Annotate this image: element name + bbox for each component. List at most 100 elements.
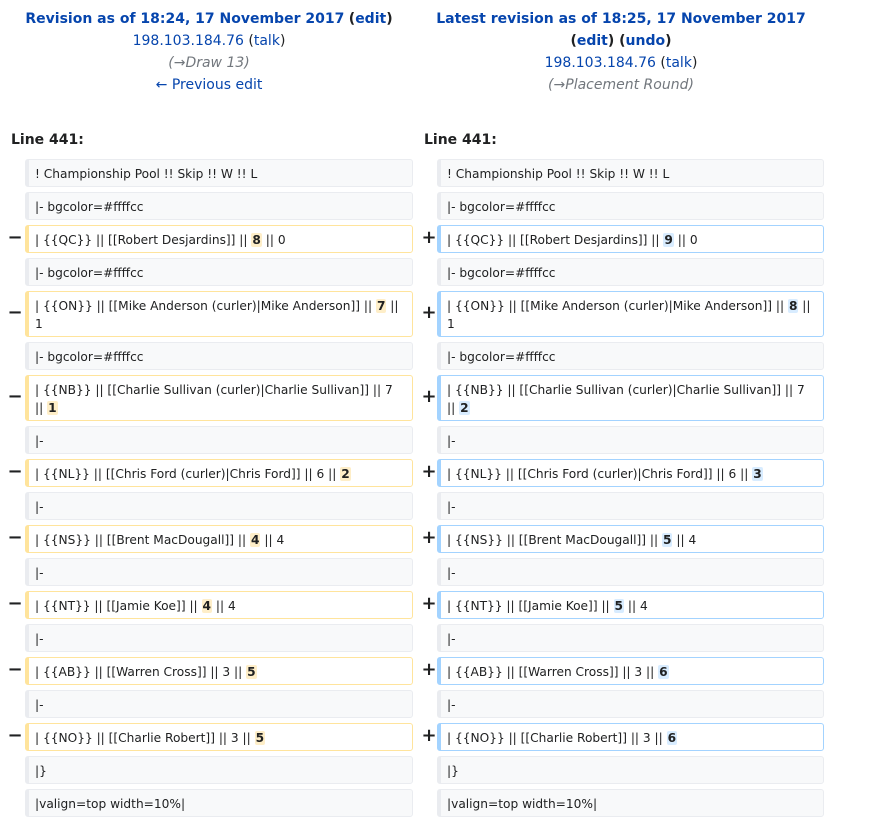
context-line-new: |} bbox=[437, 756, 824, 784]
context-line-old: |- bgcolor=#ffffcc bbox=[25, 192, 413, 220]
diff-change-row: − | {{NT}} || [[Jamie Koe]] || 4 || 4 + | {… bbox=[0, 591, 874, 619]
diff-context-row: |- |- bbox=[0, 558, 874, 586]
diff-context-row: |- bgcolor=#ffffcc |- bgcolor=#ffffcc bbox=[0, 258, 874, 286]
new-revision-user-link[interactable]: 198.103.184.76 bbox=[544, 55, 656, 71]
context-line-new: |- bbox=[437, 624, 824, 652]
added-line-text: | {{QC}} || [[Robert Desjardins]] || bbox=[447, 233, 664, 247]
diff-change-row: − | {{NO}} || [[Charlie Robert]] || 3 || … bbox=[0, 723, 874, 751]
deleted-line: | {{AB}} || [[Warren Cross]] || 3 || 5 bbox=[25, 657, 413, 685]
added-line-text: | {{NO}} || [[Charlie Robert]] || 3 || bbox=[447, 731, 667, 745]
context-line-old: |- bgcolor=#ffffcc bbox=[25, 342, 413, 370]
old-revision-edit-link[interactable]: edit bbox=[355, 11, 387, 27]
deleted-line-text: | {{NS}} || [[Brent MacDougall]] || bbox=[35, 533, 250, 547]
old-revision-title-link[interactable]: Revision as of 18:24, 17 November 2017 bbox=[25, 11, 345, 27]
added-line-text: || 4 bbox=[624, 599, 648, 613]
deleted-line-text: | {{NT}} || [[Jamie Koe]] || bbox=[35, 599, 202, 613]
added-line: | {{NO}} || [[Charlie Robert]] || 3 || 6 bbox=[437, 723, 824, 751]
context-line-old: |- bbox=[25, 492, 413, 520]
deleted-line-text: | {{NB}} || [[Charlie Sullivan (curler)|… bbox=[35, 383, 393, 415]
diff-change-row: − | {{NL}} || [[Chris Ford (curler)|Chris… bbox=[0, 459, 874, 487]
context-line-new: |- bbox=[437, 426, 824, 454]
new-revision-header: Latest revision as of 18:25, 17 November… bbox=[412, 8, 830, 96]
context-line-new: |- bgcolor=#ffffcc bbox=[437, 192, 824, 220]
deleted-value-highlight: 2 bbox=[340, 467, 351, 481]
diff-change-row: − | {{ON}} || [[Mike Anderson (curler)|Mi… bbox=[0, 291, 874, 337]
old-revision-comment: (→Draw 13) bbox=[168, 55, 250, 71]
diff-context-row: |- |- bbox=[0, 690, 874, 718]
minus-marker-icon: − bbox=[7, 302, 23, 323]
old-revision-header: Revision as of 18:24, 17 November 2017 (… bbox=[0, 8, 418, 96]
deleted-line: | {{NS}} || [[Brent MacDougall]] || 4 ||… bbox=[25, 525, 413, 553]
context-line-new: ! Championship Pool !! Skip !! W !! L bbox=[437, 159, 824, 187]
deleted-line-text: | {{ON}} || [[Mike Anderson (curler)|Mik… bbox=[35, 299, 376, 313]
deleted-line: | {{NO}} || [[Charlie Robert]] || 3 || 5 bbox=[25, 723, 413, 751]
diff-table: ! Championship Pool !! Skip !! W !! L ! C… bbox=[0, 159, 874, 822]
deleted-line-text: || 4 bbox=[212, 599, 236, 613]
context-line-new: |- bbox=[437, 558, 824, 586]
deleted-line: | {{NB}} || [[Charlie Sullivan (curler)|… bbox=[25, 375, 413, 421]
deleted-line-text: || 4 bbox=[260, 533, 285, 547]
added-line-text: | {{NL}} || [[Chris Ford (curler)|Chris … bbox=[447, 467, 753, 481]
diff-context-row: ! Championship Pool !! Skip !! W !! L ! C… bbox=[0, 159, 874, 187]
plus-marker-icon: + bbox=[421, 593, 437, 614]
added-line-text: | {{NB}} || [[Charlie Sullivan (curler)|… bbox=[447, 383, 805, 415]
diff-change-row: − | {{AB}} || [[Warren Cross]] || 3 || 5 +… bbox=[0, 657, 874, 685]
added-line: | {{ON}} || [[Mike Anderson (curler)|Mik… bbox=[437, 291, 824, 337]
deleted-value-highlight: 8 bbox=[251, 233, 262, 247]
context-line-new: |- bbox=[437, 492, 824, 520]
context-line-new: |- bbox=[437, 690, 824, 718]
context-line-old: ! Championship Pool !! Skip !! W !! L bbox=[25, 159, 413, 187]
deleted-value-highlight: 5 bbox=[246, 665, 257, 679]
old-revision-talk-link[interactable]: talk bbox=[253, 33, 280, 49]
context-line-old: |} bbox=[25, 756, 413, 784]
new-revision-edit-link[interactable]: edit bbox=[576, 33, 608, 49]
old-revision-section-arrow[interactable]: → bbox=[173, 55, 186, 71]
diff-context-row: |- bgcolor=#ffffcc |- bgcolor=#ffffcc bbox=[0, 192, 874, 220]
old-revision-user-link[interactable]: 198.103.184.76 bbox=[132, 33, 244, 49]
context-line-old: |- bbox=[25, 624, 413, 652]
diff-change-row: − | {{NS}} || [[Brent MacDougall]] || 4 |… bbox=[0, 525, 874, 553]
new-revision-title-link[interactable]: Latest revision as of 18:25, 17 November… bbox=[436, 11, 806, 27]
deleted-line: | {{QC}} || [[Robert Desjardins]] || 8 |… bbox=[25, 225, 413, 253]
added-line-text: | {{ON}} || [[Mike Anderson (curler)|Mik… bbox=[447, 299, 788, 313]
context-line-old: |valign=top width=10%| bbox=[25, 789, 413, 817]
deleted-line-text: || 1 bbox=[35, 299, 399, 331]
deleted-line-text: | {{QC}} || [[Robert Desjardins]] || bbox=[35, 233, 252, 247]
context-line-old: |- bbox=[25, 426, 413, 454]
minus-marker-icon: − bbox=[7, 593, 23, 614]
new-revision-section-arrow[interactable]: → bbox=[553, 77, 566, 93]
deleted-value-highlight: 4 bbox=[250, 533, 261, 547]
added-line-text: | {{NS}} || [[Brent MacDougall]] || bbox=[447, 533, 662, 547]
old-revision-title: Revision as of 18:24, 17 November 2017 (… bbox=[25, 11, 393, 27]
added-line-text: | {{AB}} || [[Warren Cross]] || 3 || bbox=[447, 665, 659, 679]
added-value-highlight: 8 bbox=[787, 299, 799, 313]
deleted-line-text: || 0 bbox=[261, 233, 286, 247]
diff-context-row: |- bgcolor=#ffffcc |- bgcolor=#ffffcc bbox=[0, 342, 874, 370]
deleted-line: | {{ON}} || [[Mike Anderson (curler)|Mik… bbox=[25, 291, 413, 337]
new-revision-user: 198.103.184.76 (talk) bbox=[544, 55, 698, 71]
deleted-line: | {{NL}} || [[Chris Ford (curler)|Chris … bbox=[25, 459, 413, 487]
new-revision-undo-link[interactable]: undo bbox=[625, 33, 666, 49]
deleted-line-text: | {{AB}} || [[Warren Cross]] || 3 || bbox=[35, 665, 247, 679]
added-value-highlight: 2 bbox=[459, 401, 470, 415]
plus-marker-icon: + bbox=[421, 725, 437, 746]
plus-marker-icon: + bbox=[421, 527, 437, 548]
added-line-text: || 4 bbox=[672, 533, 697, 547]
added-line: | {{NB}} || [[Charlie Sullivan (curler)|… bbox=[437, 375, 824, 421]
diff-context-row: |- |- bbox=[0, 624, 874, 652]
minus-marker-icon: − bbox=[7, 659, 23, 680]
minus-marker-icon: − bbox=[7, 227, 23, 248]
context-line-new: |- bgcolor=#ffffcc bbox=[437, 342, 824, 370]
added-line: | {{NS}} || [[Brent MacDougall]] || 5 ||… bbox=[437, 525, 824, 553]
deleted-line: | {{NT}} || [[Jamie Koe]] || 4 || 4 bbox=[25, 591, 413, 619]
added-value-highlight: 6 bbox=[666, 731, 678, 745]
previous-edit-link[interactable]: ← Previous edit bbox=[155, 77, 263, 93]
old-revision-section-name[interactable]: Draw 13 bbox=[185, 55, 245, 71]
deleted-value-highlight: 4 bbox=[201, 599, 213, 613]
added-line-text: || 1 bbox=[447, 299, 811, 331]
new-revision-section-name[interactable]: Placement Round bbox=[565, 77, 689, 93]
diff-context-row: |- |- bbox=[0, 426, 874, 454]
minus-marker-icon: − bbox=[7, 725, 23, 746]
deleted-value-highlight: 5 bbox=[254, 731, 266, 745]
new-revision-talk-link[interactable]: talk bbox=[665, 55, 692, 71]
